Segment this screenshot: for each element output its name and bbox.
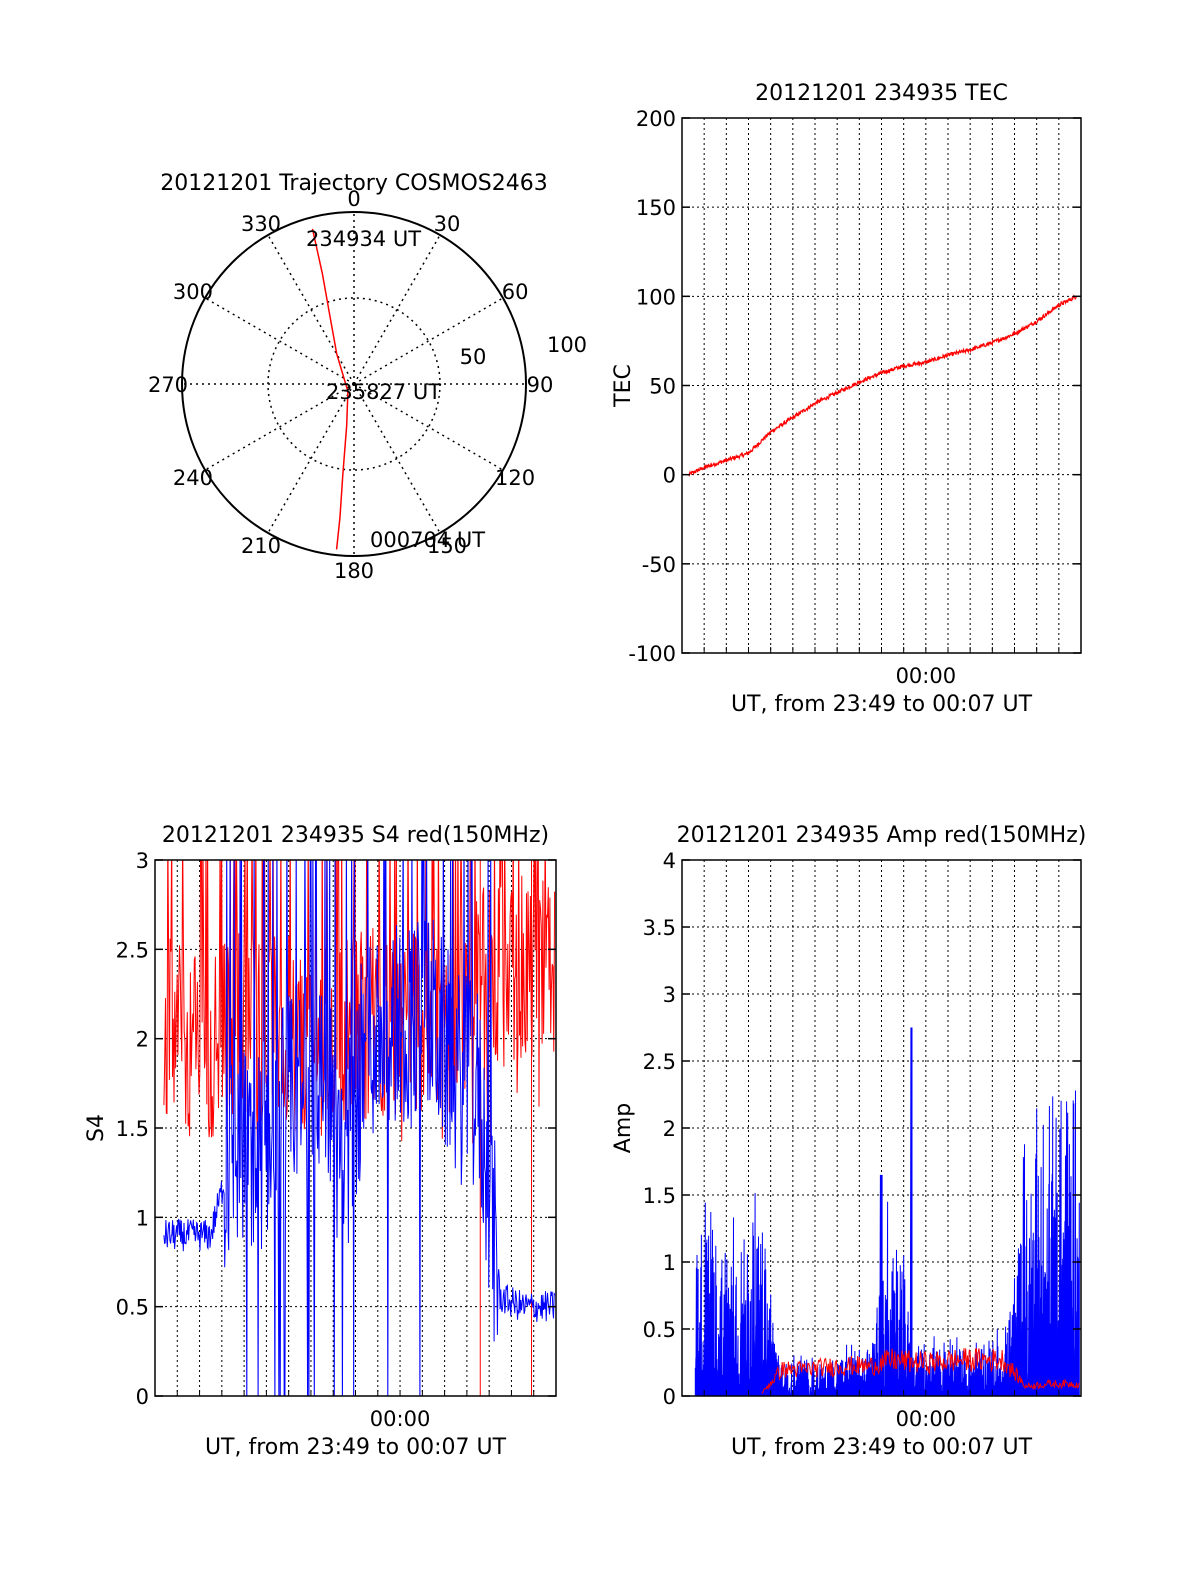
polar-spoke <box>353 383 504 471</box>
y-tick-label: 1.5 <box>116 1117 149 1141</box>
y-tick-label: 1 <box>136 1206 149 1230</box>
polar-spoke <box>267 234 355 385</box>
trajectory-mid-label: 235827 UT <box>326 380 441 404</box>
chart-title: 20121201 234935 TEC <box>755 81 1008 106</box>
y-tick-label: 0 <box>663 464 676 488</box>
y-tick-label: 200 <box>636 107 676 131</box>
y-tick-label: 2 <box>663 1117 676 1141</box>
polar-spoke <box>267 383 355 534</box>
amp-panel: 20121201 234935 Amp red(150MHz) 0 0.5 1 1.5 2… <box>611 823 1086 1460</box>
polar-spoke <box>353 297 504 385</box>
polar-azimuth-label: 270 <box>148 373 188 397</box>
y-tick-label: 2.5 <box>116 938 149 962</box>
polar-azimuth-label: 330 <box>241 212 281 236</box>
y-tick-label: 1.5 <box>643 1184 676 1208</box>
y-tick-label: 2 <box>136 1028 149 1052</box>
polar-radial-label: 100 <box>547 333 587 357</box>
y-tick-label: 4 <box>663 849 676 873</box>
y-tick-label: 0.5 <box>116 1296 149 1320</box>
x-axis-label: UT, from 23:49 to 00:07 UT <box>731 1435 1033 1460</box>
series-line-s4-blue <box>163 860 556 1396</box>
polar-title: 20121201 Trajectory COSMOS2463 <box>160 171 547 196</box>
polar-azimuth-label: 180 <box>334 559 374 583</box>
x-axis-label: UT, from 23:49 to 00:07 UT <box>205 1435 507 1460</box>
trajectory-end-label: 000704 UT <box>370 528 485 552</box>
polar-spoke <box>353 234 441 385</box>
polar-radial-label: 50 <box>460 345 487 369</box>
polar-outer-circle <box>181 211 527 557</box>
chart-title: 20121201 234935 Amp red(150MHz) <box>677 823 1087 848</box>
y-axis-label: TEC <box>611 364 636 408</box>
tec-panel: 20121201 234935 TEC -100 -50 0 50 100 150 200 00… <box>611 81 1082 717</box>
polar-azimuth-label: 30 <box>434 212 461 236</box>
plot-area <box>694 1027 1080 1396</box>
series-area-amp-blue <box>694 1027 1080 1396</box>
y-tick-label: 150 <box>636 196 676 220</box>
y-tick-label: 3 <box>136 849 149 873</box>
y-tick-label: -100 <box>628 642 676 666</box>
polar-azimuth-label: 300 <box>173 280 213 304</box>
y-tick-label: 2.5 <box>643 1050 676 1074</box>
polar-azimuth-label: 210 <box>241 534 281 558</box>
chart-title: 20121201 234935 S4 red(150MHz) <box>162 823 549 848</box>
polar-azimuth-label: 90 <box>527 373 554 397</box>
y-tick-label: 50 <box>649 375 676 399</box>
polar-azimuth-label: 0 <box>347 187 360 211</box>
x-tick-label: 00:00 <box>896 1407 957 1431</box>
series-line-tec <box>688 294 1077 477</box>
series-line-amp-red <box>761 1348 1080 1394</box>
x-tick-label: 00:00 <box>370 1407 431 1431</box>
trajectory-start-label: 234934 UT <box>306 227 421 251</box>
y-tick-label: -50 <box>642 553 676 577</box>
polar-spoke <box>204 297 355 385</box>
polar-azimuth-label: 240 <box>173 466 213 490</box>
polar-grid <box>181 211 527 557</box>
y-tick-label: 1 <box>663 1251 676 1275</box>
y-axis-label: Amp <box>611 1103 636 1153</box>
polar-azimuth-label: 150 <box>427 534 467 558</box>
polar-azimuth-label: 120 <box>495 466 535 490</box>
polar-radial-labels: 50 100 <box>460 333 587 369</box>
y-axis-label: S4 <box>84 1114 109 1142</box>
plot-area <box>688 294 1077 477</box>
y-tick-label: 3.5 <box>643 916 676 940</box>
trajectory-line <box>311 228 349 550</box>
plot-area <box>163 860 556 1396</box>
polar-azimuth-labels: 0 30 60 90 120 150 180 210 240 270 300 330 <box>148 187 553 583</box>
polar-panel: 20121201 Trajectory COSMOS2463 0 30 60 90 12… <box>148 171 587 583</box>
polar-azimuth-label: 60 <box>502 280 529 304</box>
y-tick-label: 0.5 <box>643 1318 676 1342</box>
y-tick-label: 0 <box>663 1385 676 1409</box>
x-axis-label: UT, from 23:49 to 00:07 UT <box>731 692 1033 717</box>
y-tick-label: 100 <box>636 285 676 309</box>
polar-trajectory <box>311 228 349 550</box>
s4-panel: 20121201 234935 S4 red(150MHz) 0 0.5 1 1.5 2 2… <box>84 823 557 1460</box>
polar-spoke <box>204 383 355 471</box>
y-tick-label: 0 <box>136 1385 149 1409</box>
polar-spoke <box>353 383 441 534</box>
y-tick-label: 3 <box>663 983 676 1007</box>
x-tick-label: 00:00 <box>896 664 957 688</box>
